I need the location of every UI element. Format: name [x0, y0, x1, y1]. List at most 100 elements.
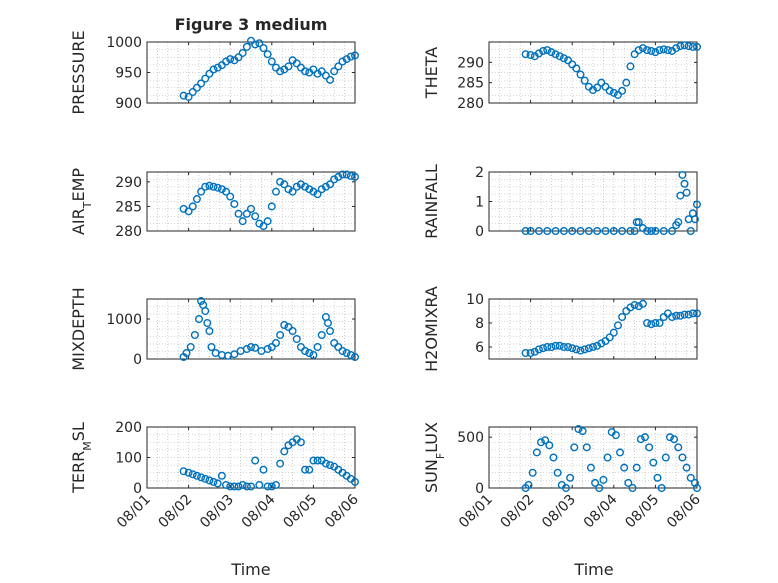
data-point	[526, 226, 535, 235]
data-point	[242, 209, 251, 218]
data-point	[194, 315, 203, 324]
data-point	[651, 48, 660, 57]
y-axis-label-part: THETA	[422, 47, 441, 99]
data-point	[179, 467, 188, 476]
data-point	[296, 63, 305, 72]
data-point	[613, 90, 622, 99]
data-point	[313, 69, 322, 78]
data-point	[284, 323, 293, 332]
data-point	[586, 463, 595, 472]
data-point	[263, 345, 272, 354]
y-tick-label: 2	[475, 165, 484, 181]
x-tick-label: 08/03	[539, 492, 579, 532]
y-axis-label: H2OMIXRA	[422, 286, 441, 372]
data-point	[330, 339, 339, 348]
x-tick-label: 08/06	[664, 491, 704, 531]
data-point	[526, 51, 535, 60]
data-point	[205, 327, 214, 336]
y-tick-label: 280	[115, 224, 142, 240]
data-point	[292, 335, 301, 344]
data-point	[589, 343, 598, 352]
data-point	[626, 226, 635, 235]
data-point	[263, 50, 272, 59]
data-point	[693, 484, 702, 493]
y-tick-label: 0	[475, 481, 484, 497]
data-point	[665, 433, 674, 442]
data-point	[684, 42, 693, 51]
data-point	[668, 226, 677, 235]
data-point	[222, 480, 231, 489]
data-point	[630, 301, 639, 310]
data-point	[251, 456, 260, 465]
y-axis-label-part: T	[81, 201, 94, 209]
y-axis-label-part: SL	[69, 422, 88, 441]
axes-box	[488, 41, 698, 104]
data-point	[351, 51, 360, 60]
data-point	[613, 321, 622, 330]
data-point	[686, 226, 695, 235]
data-point	[634, 218, 643, 227]
y-tick-label: 200	[115, 420, 142, 436]
data-point	[638, 44, 647, 53]
data-point	[576, 346, 585, 355]
data-point	[255, 39, 264, 48]
data-point	[238, 480, 247, 489]
y-tick-label: 280	[457, 96, 484, 112]
data-point	[524, 480, 533, 489]
data-point	[634, 302, 643, 311]
data-point	[326, 461, 335, 470]
data-point	[572, 64, 581, 73]
data-point	[296, 180, 305, 189]
data-point	[276, 177, 285, 186]
data-point	[547, 48, 556, 57]
data-point	[580, 76, 589, 85]
data-point	[545, 441, 554, 450]
data-point	[521, 349, 530, 358]
data-point	[184, 207, 193, 216]
y-axis-label: THETA	[422, 47, 441, 99]
data-point	[674, 443, 683, 452]
data-point	[251, 212, 260, 221]
data-point	[534, 49, 543, 58]
y-tick-label: 0	[133, 481, 142, 497]
y-axis-label: TERRMSL	[69, 422, 94, 494]
data-point	[580, 345, 589, 354]
data-point	[301, 465, 310, 474]
data-point	[351, 172, 360, 181]
data-point	[251, 343, 260, 352]
data-point	[589, 85, 598, 94]
data-point	[271, 339, 280, 348]
axes-box	[488, 171, 698, 232]
data-point	[280, 447, 289, 456]
data-point	[555, 341, 564, 350]
data-point	[259, 222, 268, 231]
data-point	[651, 226, 660, 235]
data-point	[564, 56, 573, 65]
data-point	[661, 453, 670, 462]
x-tick-label: 08/03	[197, 492, 237, 532]
data-point	[205, 69, 214, 78]
data-point	[674, 218, 683, 227]
data-point	[572, 345, 581, 354]
data-point	[276, 331, 285, 340]
data-point	[330, 175, 339, 184]
data-point	[284, 62, 293, 71]
data-point	[234, 209, 243, 218]
data-point	[238, 48, 247, 57]
data-point	[593, 83, 602, 92]
data-point	[618, 226, 627, 235]
data-point	[334, 62, 343, 71]
data-point	[657, 484, 666, 493]
x-tick-label: 08/06	[322, 491, 362, 531]
data-point	[334, 343, 343, 352]
data-point	[582, 443, 591, 452]
y-axis-label: AIRTEMP	[69, 168, 94, 235]
data-point	[549, 453, 558, 462]
y-axis-label-part: SUN	[422, 459, 441, 493]
data-point	[574, 425, 583, 434]
data-point	[551, 226, 560, 235]
data-point	[593, 341, 602, 350]
data-point	[188, 88, 197, 97]
data-point	[351, 477, 360, 486]
